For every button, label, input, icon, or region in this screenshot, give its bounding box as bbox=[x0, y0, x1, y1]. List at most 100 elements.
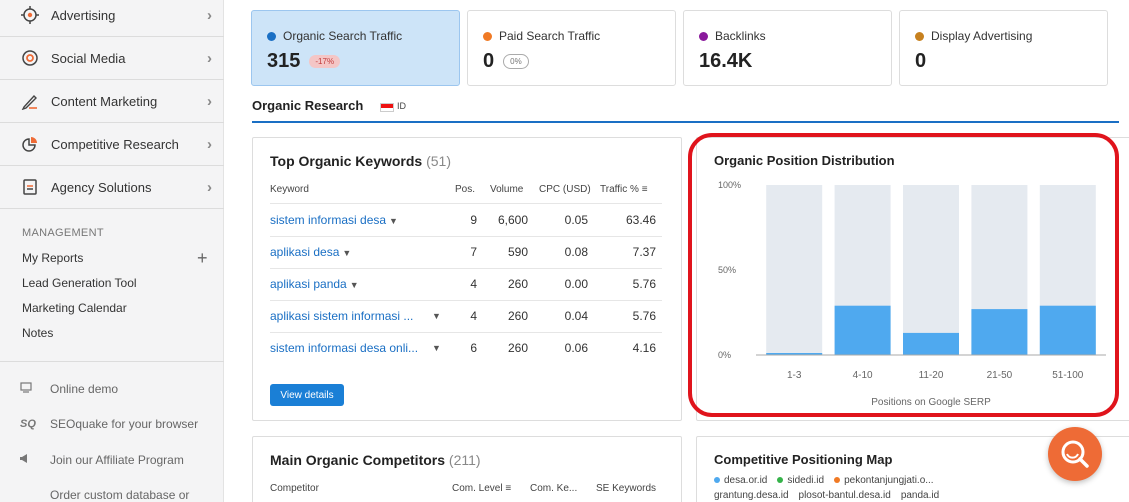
legend-label: panda.id bbox=[900, 490, 940, 501]
col-keyword[interactable]: Keyword bbox=[270, 184, 309, 195]
management-heading: MANAGEMENT bbox=[22, 227, 104, 239]
card-count: (211) bbox=[448, 452, 481, 468]
table-row[interactable]: aplikasi desa ▼ 7 590 0.08 7.37 bbox=[270, 237, 662, 269]
metric-value: 315 bbox=[267, 50, 301, 72]
x-tick-label: 11-20 bbox=[919, 370, 944, 381]
metric-display-advertising[interactable]: Display Advertising 0 bbox=[899, 10, 1108, 86]
bar-background bbox=[766, 185, 823, 355]
sidebar-footer-affiliate[interactable]: Join our Affiliate Program bbox=[20, 453, 184, 467]
keyword-link[interactable]: aplikasi sistem informasi ... bbox=[270, 309, 413, 323]
col-position[interactable]: Pos. bbox=[455, 184, 476, 195]
traffic-value: 7.37 bbox=[632, 245, 656, 259]
metric-value: 0 bbox=[483, 50, 495, 72]
search-fab-button[interactable] bbox=[1048, 427, 1102, 481]
legend-item[interactable]: sidedi.id bbox=[777, 475, 824, 486]
sidebar-item-label: Content Marketing bbox=[51, 93, 158, 109]
annotation-highlight-circle bbox=[688, 133, 1119, 417]
bar bbox=[971, 309, 1028, 355]
table-row[interactable]: aplikasi sistem informasi ... ▼ 4 260 0.… bbox=[270, 301, 662, 333]
legend-label: pekontanjungjati.o... bbox=[844, 475, 934, 486]
add-report-icon[interactable]: + bbox=[197, 248, 208, 268]
sidebar-item-content-marketing[interactable]: Content Marketing › bbox=[0, 80, 224, 123]
legend-item[interactable]: panda.id bbox=[901, 490, 939, 501]
legend-item[interactable]: plosot-bantul.desa.id bbox=[799, 490, 891, 501]
region-code: ID bbox=[397, 101, 406, 111]
chevron-right-icon: › bbox=[207, 6, 212, 24]
caret-down-icon: ▼ bbox=[389, 216, 398, 226]
sidebar-footer-seoquake[interactable]: SQ SEOquake for your browser bbox=[20, 417, 198, 431]
sidebar-item-competitive-research[interactable]: Competitive Research › bbox=[0, 123, 224, 166]
sort-icon: ≡ bbox=[641, 184, 648, 195]
keyword-text: aplikasi sistem informasi ... bbox=[270, 309, 414, 323]
volume-value: 260 bbox=[507, 309, 528, 323]
sidebar-link-marketing-calendar[interactable]: Marketing Calendar bbox=[22, 301, 127, 315]
metric-label: Paid Search Traffic bbox=[499, 29, 601, 43]
series-dot-icon bbox=[699, 31, 708, 41]
col-competitor[interactable]: Competitor bbox=[270, 483, 319, 494]
col-common-keywords[interactable]: Com. Ke... bbox=[530, 483, 578, 494]
position-distribution-title: Organic Position Distribution bbox=[714, 153, 895, 168]
col-volume[interactable]: Volume bbox=[490, 184, 524, 195]
position-value: 4 bbox=[470, 277, 477, 291]
metric-backlinks[interactable]: Backlinks 16.4K bbox=[683, 10, 892, 86]
sidebar-link-my-reports[interactable]: My Reports bbox=[22, 251, 84, 265]
caret-down-icon: ▼ bbox=[432, 343, 441, 353]
position-value: 9 bbox=[470, 213, 477, 227]
keyword-link[interactable]: aplikasi desa ▼ bbox=[270, 245, 351, 259]
keyword-link[interactable]: sistem informasi desa ▼ bbox=[270, 213, 398, 227]
screen-icon bbox=[20, 382, 38, 396]
keyword-text: aplikasi panda bbox=[270, 277, 347, 291]
metric-value: 16.4K bbox=[699, 50, 753, 72]
sidebar-item-label: Advertising bbox=[51, 7, 116, 23]
sidebar-item-social-media[interactable]: Social Media › bbox=[0, 37, 224, 80]
legend-dot-icon bbox=[834, 477, 841, 484]
top-keywords-title[interactable]: Top Organic Keywords (51) bbox=[270, 153, 451, 169]
sidebar-item-agency-solutions[interactable]: Agency Solutions › bbox=[0, 166, 224, 209]
sidebar-item-advertising[interactable]: Advertising › bbox=[0, 0, 224, 37]
keyword-link[interactable]: sistem informasi desa onli... bbox=[270, 341, 418, 355]
positioning-map-legend-row2: grantung.desa.id plosot-bantul.desa.id p… bbox=[714, 490, 939, 501]
col-label: Com. Level bbox=[452, 483, 503, 494]
y-tick-label: 50% bbox=[718, 265, 736, 275]
cpc-value: 0.05 bbox=[564, 213, 588, 227]
sidebar-divider bbox=[0, 361, 224, 362]
chevron-right-icon: › bbox=[207, 135, 212, 153]
position-distribution-chart: 100% 50% 0% 1-3 4-10 11-20 21-50 51-100 Position… bbox=[718, 180, 1106, 408]
volume-value: 260 bbox=[507, 341, 528, 355]
card-title-text: Top Organic Keywords bbox=[270, 153, 423, 169]
table-row[interactable]: aplikasi panda ▼ 4 260 0.00 5.76 bbox=[270, 269, 662, 301]
chevron-right-icon: › bbox=[207, 92, 212, 110]
sidebar-link-notes[interactable]: Notes bbox=[22, 326, 54, 340]
footer-label: Online demo bbox=[50, 382, 119, 396]
legend-label: desa.or.id bbox=[724, 475, 768, 486]
legend-item[interactable]: grantung.desa.id bbox=[714, 490, 789, 501]
col-competition-level[interactable]: Com. Level ≡ bbox=[452, 483, 511, 494]
col-traffic[interactable]: Traffic % ≡ bbox=[600, 184, 648, 195]
legend-item[interactable]: pekontanjungjati.o... bbox=[834, 475, 934, 486]
col-cpc[interactable]: CPC (USD) bbox=[539, 184, 591, 195]
volume-value: 590 bbox=[507, 245, 528, 259]
traffic-value: 5.76 bbox=[632, 277, 656, 291]
sidebar-footer-custom-database[interactable]: Order custom database or bbox=[50, 488, 189, 502]
table-row[interactable]: sistem informasi desa onli... ▼ 6 260 0.… bbox=[270, 333, 662, 365]
competitors-title[interactable]: Main Organic Competitors (211) bbox=[270, 452, 481, 468]
view-details-button[interactable]: View details bbox=[270, 384, 344, 406]
keyword-text: aplikasi desa bbox=[270, 245, 340, 259]
keyword-link[interactable]: aplikasi panda ▼ bbox=[270, 277, 359, 291]
legend-item[interactable]: desa.or.id bbox=[714, 475, 767, 486]
change-badge: 0% bbox=[503, 54, 529, 69]
table-row[interactable]: sistem informasi desa ▼ 9 6,600 0.05 63.4… bbox=[270, 205, 662, 237]
col-se-keywords[interactable]: SE Keywords bbox=[596, 483, 657, 494]
sidebar-footer-online-demo[interactable]: Online demo bbox=[20, 382, 118, 396]
x-tick-label: 21-50 bbox=[987, 370, 1013, 381]
series-dot-icon bbox=[267, 31, 276, 41]
bar bbox=[834, 305, 891, 355]
position-value: 7 bbox=[470, 245, 477, 259]
footer-label: Join our Affiliate Program bbox=[50, 453, 184, 467]
sidebar-item-label: Social Media bbox=[51, 50, 126, 66]
metric-paid-search-traffic[interactable]: Paid Search Traffic 0 0% bbox=[467, 10, 676, 86]
metric-organic-search-traffic[interactable]: Organic Search Traffic 315 -17% bbox=[251, 10, 460, 86]
sidebar-link-lead-generation[interactable]: Lead Generation Tool bbox=[22, 276, 137, 290]
position-value: 4 bbox=[470, 309, 477, 323]
series-dot-icon bbox=[915, 31, 924, 41]
